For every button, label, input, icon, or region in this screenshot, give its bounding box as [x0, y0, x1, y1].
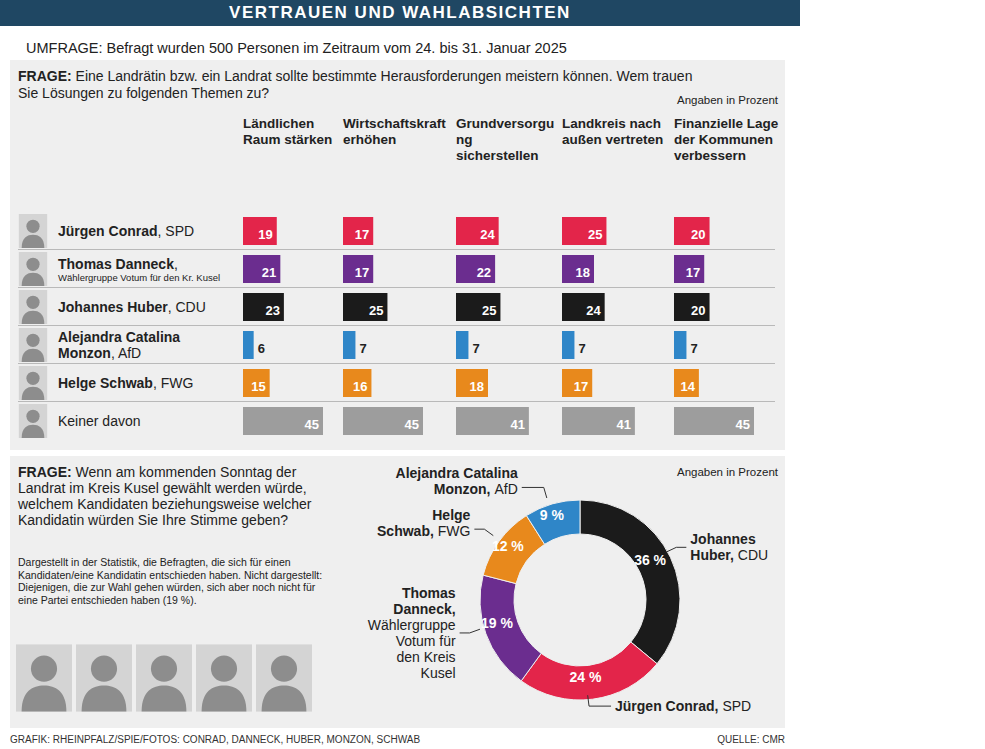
svg-text:19: 19 [258, 227, 272, 242]
svg-text:24: 24 [586, 303, 601, 318]
html-text:Landkreis nach außen vertreten: Landkreis nach außen vertreten [562, 116, 664, 147]
svg-text:Johannes: Johannes [690, 531, 756, 547]
html-text:Wirtschaftskraft erhöhen: Wirtschaftskraft erhöhen [343, 116, 446, 147]
svg-text:17: 17 [686, 265, 700, 280]
svg-text:7: 7 [690, 341, 697, 356]
svg-text:41: 41 [616, 417, 630, 432]
svg-text:25: 25 [588, 227, 602, 242]
svg-text:Wählergruppe: Wählergruppe [368, 617, 456, 633]
svg-text:Alejandra Catalina: Alejandra Catalina [396, 465, 518, 481]
svg-text:Huber, CDU: Huber, CDU [690, 547, 768, 563]
svg-text:24: 24 [480, 227, 495, 242]
svg-text:24 %: 24 % [569, 669, 601, 685]
html-text:Dargestellt in der Statistik,: Dargestellt in der Statistik, die Befrag… [18, 556, 323, 606]
html-text:Keiner davon: Keiner davon [58, 413, 141, 429]
html-text:Finanzielle Lage der Kommunen: Finanzielle Lage der Kommunen verbessern [674, 116, 779, 163]
html-text:QUELLE: CMR: QUELLE: CMR [717, 734, 785, 745]
svg-text:12 %: 12 % [492, 538, 524, 554]
svg-text:Danneck,: Danneck, [393, 601, 455, 617]
html-text:Johannes Huber, CDU: Johannes Huber, CDU [58, 299, 206, 315]
svg-text:Jürgen Conrad, SPD: Jürgen Conrad, SPD [615, 698, 751, 714]
svg-text:45: 45 [405, 417, 419, 432]
html-text:Ländlichen Raum stärken: Ländlichen Raum stärken [243, 116, 333, 147]
svg-text:9 %: 9 % [540, 507, 565, 523]
svg-text:Kusel: Kusel [421, 665, 456, 681]
svg-text:7: 7 [578, 341, 585, 356]
svg-text:22: 22 [477, 265, 491, 280]
html-text:FRAGE: Eine Landrätin bzw. ein: FRAGE: Eine Landrätin bzw. ein Landrat s… [18, 68, 693, 101]
html-text:Wählergruppe Votum für den Kr.: Wählergruppe Votum für den Kr. Kusel [58, 271, 221, 283]
svg-text:7: 7 [359, 341, 366, 356]
svg-text:17: 17 [355, 227, 369, 242]
svg-text:6: 6 [258, 341, 265, 356]
svg-text:Votum für: Votum für [396, 633, 456, 649]
html-text:FRAGE: Wenn am kommenden Sonnt: FRAGE: Wenn am kommenden Sonntag der Lan… [18, 464, 312, 528]
svg-text:17: 17 [355, 265, 369, 280]
html-text:Angaben in Prozent: Angaben in Prozent [677, 94, 778, 106]
svg-text:41: 41 [510, 417, 524, 432]
svg-text:Schwab, FWG: Schwab, FWG [377, 523, 470, 539]
svg-text:45: 45 [305, 417, 319, 432]
html-text:Thomas Danneck,: Thomas Danneck, [58, 255, 178, 272]
svg-text:Monzon, AfD: Monzon, AfD [434, 481, 518, 497]
svg-text:20: 20 [691, 227, 705, 242]
svg-text:Helge: Helge [432, 507, 470, 523]
svg-text:23: 23 [265, 303, 279, 318]
html-text:GRAFIK: RHEINPFALZ/SPIE/FOTOS:: GRAFIK: RHEINPFALZ/SPIE/FOTOS: CONRAD, D… [10, 734, 421, 745]
html-text:Grundversorgung sicherstellen: Grundversorgung sicherstellen [456, 116, 555, 163]
svg-text:45: 45 [736, 417, 750, 432]
svg-text:14: 14 [680, 379, 695, 394]
svg-text:25: 25 [369, 303, 383, 318]
svg-text:18: 18 [470, 379, 484, 394]
html-text:Jürgen Conrad, SPD: Jürgen Conrad, SPD [58, 223, 195, 239]
svg-text:20: 20 [691, 303, 705, 318]
svg-text:den Kreis: den Kreis [396, 649, 455, 665]
svg-text:16: 16 [353, 379, 367, 394]
svg-text:21: 21 [262, 265, 276, 280]
html-text:Helge Schwab, FWG: Helge Schwab, FWG [58, 375, 194, 391]
html-text:Angaben in Prozent: Angaben in Prozent [677, 466, 778, 478]
html-text:VERTRAUEN UND WAHLABSICHTEN: VERTRAUEN UND WAHLABSICHTEN [229, 3, 571, 22]
svg-text:19 %: 19 % [481, 615, 513, 631]
svg-text:18: 18 [576, 265, 590, 280]
svg-text:25: 25 [482, 303, 496, 318]
html-text:Alejandra Catalina Monzon, AfD: Alejandra Catalina Monzon, AfD [58, 329, 181, 361]
svg-text:Thomas: Thomas [402, 585, 456, 601]
svg-text:7: 7 [472, 341, 479, 356]
svg-text:17: 17 [574, 379, 588, 394]
html-text:UMFRAGE: Befragt wurden 500 Pe: UMFRAGE: Befragt wurden 500 Personen im … [26, 40, 567, 56]
svg-text:36 %: 36 % [634, 552, 666, 568]
svg-text:15: 15 [251, 379, 265, 394]
